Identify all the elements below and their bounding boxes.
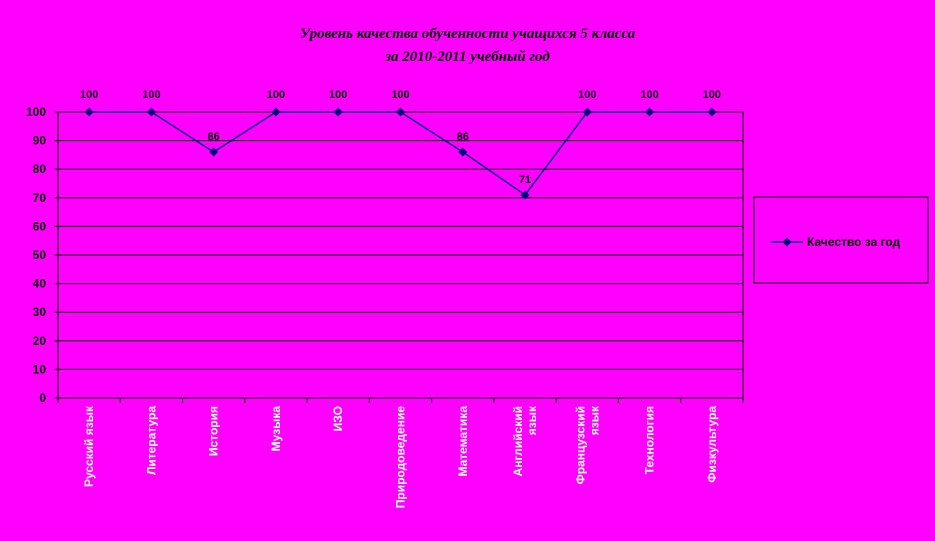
data-point [209, 147, 219, 157]
data-point [333, 107, 343, 117]
data-point [645, 107, 655, 117]
data-label: 100 [329, 89, 347, 101]
x-tick-label: ИЗО [331, 406, 345, 431]
x-tick-label: Литература [144, 406, 158, 475]
y-tick-label: 60 [33, 219, 47, 233]
series-line [89, 111, 712, 196]
y-tick-label: 0 [39, 391, 46, 405]
y-tick-label: 40 [33, 277, 47, 291]
y-tick-label: 10 [33, 362, 47, 376]
x-tick-label: Музыка [269, 406, 283, 452]
chart-title-line-2: за 2010-2011 учебный год [385, 49, 550, 65]
legend-label: Качество за год [807, 235, 901, 249]
y-tick-label: 30 [33, 305, 47, 319]
data-label: 100 [578, 89, 596, 101]
data-label: 100 [80, 89, 98, 101]
data-label: 86 [457, 131, 469, 143]
data-label: 100 [640, 89, 658, 101]
x-tick-label: Природоведение [394, 406, 408, 509]
data-label: 71 [519, 174, 531, 186]
x-tick-label: Физкультура [705, 406, 719, 483]
x-tick-label: Русский язык [82, 405, 96, 487]
data-point [458, 147, 468, 157]
data-point [582, 107, 592, 117]
data-point [707, 107, 717, 117]
data-label: 100 [391, 89, 409, 101]
y-tick-label: 90 [33, 134, 47, 148]
data-label: 100 [142, 89, 160, 101]
x-tick-label: Английский [511, 406, 525, 476]
x-tick-label: язык [587, 405, 601, 435]
data-point [396, 107, 405, 117]
data-point [84, 107, 94, 117]
y-tick-label: 50 [33, 248, 47, 262]
data-point [520, 190, 530, 200]
data-label: 100 [267, 89, 285, 101]
x-tick-label: язык [525, 405, 539, 435]
legend-marker [782, 237, 792, 247]
y-tick-label: 20 [33, 334, 47, 348]
y-tick-label: 100 [26, 105, 46, 119]
chart-title-line-1: Уровень качества обученности учащихся 5 … [299, 26, 636, 42]
y-tick-label: 70 [33, 191, 47, 205]
data-point [146, 107, 156, 117]
y-tick-label: 80 [33, 162, 47, 176]
legend-box [753, 196, 929, 284]
data-label: 86 [208, 131, 220, 143]
data-point [271, 107, 281, 117]
x-tick-label: Математика [456, 406, 470, 477]
x-tick-label: Французский [573, 406, 587, 485]
x-tick-label: История [207, 406, 221, 456]
x-tick-label: Технология [643, 406, 657, 474]
data-label: 100 [703, 89, 721, 101]
